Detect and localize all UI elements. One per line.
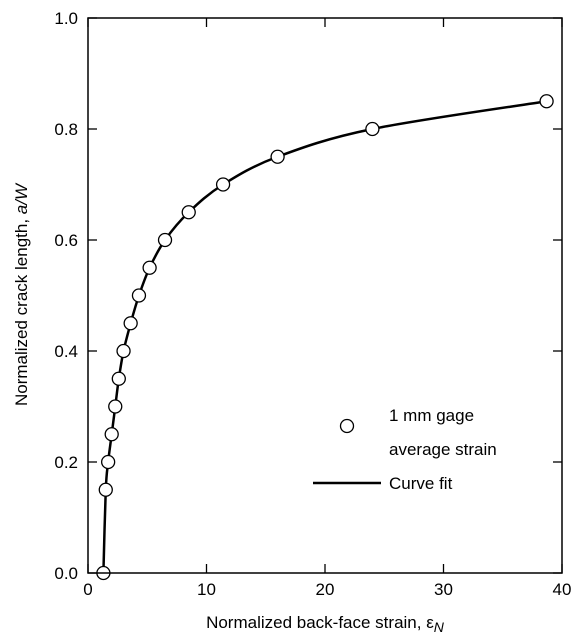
y-tick-label: 1.0: [54, 9, 78, 28]
x-tick-label: 30: [434, 580, 453, 599]
data-points-layer: [96, 94, 554, 581]
data-point: [116, 343, 131, 359]
data-point: [215, 177, 231, 192]
tick-labels: 0 10 20 30 40 0.0 0.2 0.4 0.6 0.8 1.0: [54, 9, 571, 599]
axis-ticks: [87, 17, 563, 574]
data-point: [270, 149, 285, 164]
legend-marker-circle: [339, 418, 355, 434]
data-point: [111, 371, 126, 386]
data-point: [365, 121, 380, 137]
data-point: [539, 94, 554, 109]
x-tick-label: 10: [197, 580, 216, 599]
y-tick-label: 0.4: [54, 342, 78, 361]
legend-label-curve: Curve fit: [389, 474, 453, 493]
data-point: [104, 427, 119, 442]
x-axis-label-subscript: N: [434, 619, 445, 635]
x-axis-label-symbol: ε: [426, 613, 434, 632]
x-tick-label: 40: [553, 580, 572, 599]
curve-fit-line: [102, 100, 547, 574]
y-tick-label: 0.0: [54, 564, 78, 583]
data-point: [131, 288, 147, 303]
x-tick-label: 20: [316, 580, 335, 599]
legend-label-points-line1: 1 mm gage: [389, 406, 474, 425]
y-tick-label: 0.6: [54, 231, 78, 250]
curve-fit-layer: [102, 100, 547, 574]
x-tick-label: 0: [83, 580, 92, 599]
x-axis-label: Normalized back-face strain, εN: [206, 613, 445, 635]
plot-frame: [87, 17, 563, 574]
data-point: [157, 232, 173, 248]
legend-label-points-line2: average strain: [389, 440, 497, 459]
data-point: [98, 482, 113, 497]
data-point: [108, 399, 123, 414]
y-axis-label-text: Normalized crack length,: [12, 214, 31, 406]
data-point: [100, 454, 116, 470]
x-axis-label-text: Normalized back-face strain,: [206, 613, 426, 632]
y-tick-label: 0.8: [54, 120, 78, 139]
data-point: [181, 205, 196, 220]
y-axis-label-italic: a/W: [12, 182, 31, 214]
y-tick-label: 0.2: [54, 453, 78, 472]
data-point: [123, 316, 138, 331]
legend: 1 mm gage average strain Curve fit: [313, 406, 497, 493]
y-axis-label: Normalized crack length, a/W: [12, 182, 31, 406]
data-point: [142, 260, 157, 275]
